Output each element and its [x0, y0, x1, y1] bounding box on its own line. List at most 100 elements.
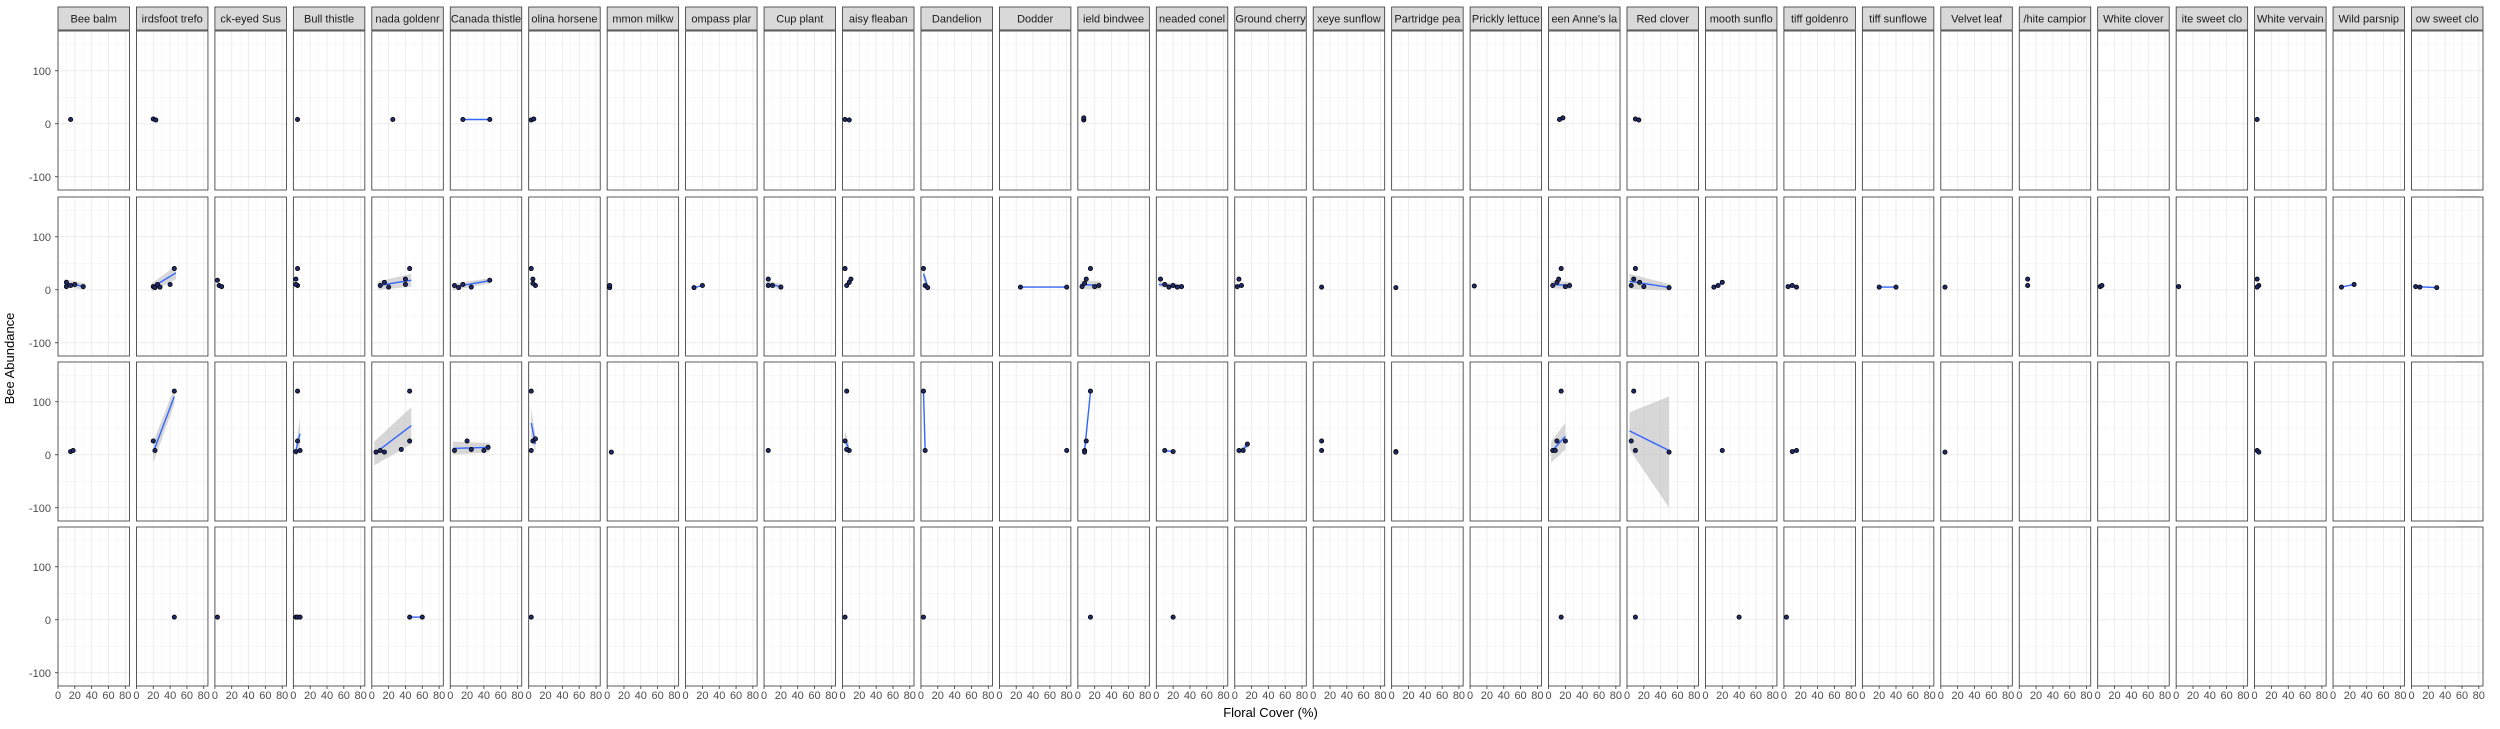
x-tick-label: 0 — [133, 690, 139, 702]
x-tick-label: 40 — [556, 690, 568, 702]
data-point — [925, 285, 931, 291]
data-point — [1783, 614, 1789, 620]
facet-panel — [1783, 361, 1856, 522]
panel-data — [1942, 284, 1948, 290]
x-tick-label: 60 — [1907, 690, 1919, 702]
panel-data — [528, 614, 534, 620]
data-point — [842, 117, 848, 123]
panel-background — [1234, 527, 1307, 686]
facet-panel — [1861, 526, 1935, 687]
data-point — [1082, 449, 1088, 455]
strip-background — [920, 6, 993, 31]
panel-border — [1548, 30, 1621, 191]
panel-border — [1077, 361, 1150, 522]
x-tick-label: 60 — [965, 690, 977, 702]
panel-background — [2176, 31, 2248, 190]
facet-panel — [449, 526, 523, 687]
data-point — [468, 446, 474, 452]
x-tick-label: 80 — [1924, 690, 1936, 702]
facet-panel — [1312, 361, 1386, 522]
panel-border — [1312, 526, 1386, 687]
data-point — [1087, 388, 1093, 394]
data-point — [765, 448, 771, 454]
y-axis-title: Bee Abundance — [2, 313, 17, 405]
facet-panel — [57, 361, 130, 522]
panel-border — [2097, 30, 2170, 191]
x-tick-label: 40 — [1184, 690, 1196, 702]
panel-border — [528, 361, 601, 522]
x-tick-label: 60 — [416, 690, 428, 702]
x-tick-label: 0 — [1232, 690, 1238, 702]
data-point — [214, 277, 220, 283]
x-tick-label: 0 — [604, 690, 610, 702]
x-tick-label: 20 — [1873, 690, 1885, 702]
panel-background — [2333, 527, 2405, 686]
x-tick-label: 80 — [2080, 690, 2092, 702]
data-point — [451, 448, 457, 454]
data-point — [842, 614, 848, 620]
panel-background — [58, 362, 130, 521]
data-point — [402, 281, 408, 287]
panel-data — [1628, 266, 1672, 291]
data-point — [607, 283, 613, 289]
data-point — [1641, 284, 1647, 290]
x-tick-label: 40 — [1811, 690, 1823, 702]
x-tick-label: 40 — [1890, 690, 1902, 702]
data-point — [63, 279, 69, 285]
panel-background — [450, 527, 522, 686]
column-strip: olina horsene — [528, 6, 601, 31]
data-point — [402, 276, 408, 282]
x-tick-label: 60 — [730, 690, 742, 702]
data-point — [481, 448, 487, 454]
data-point — [1238, 283, 1244, 289]
panel-border — [1940, 526, 2013, 687]
panel-data — [1876, 284, 1899, 290]
x-tick-label: 0 — [1624, 690, 1630, 702]
data-point — [2254, 117, 2260, 123]
panel-background — [214, 362, 287, 521]
x-tick-label: 0 — [2252, 690, 2258, 702]
x-tick-label: 60 — [2456, 690, 2468, 702]
x-tick-label: 80 — [1688, 690, 1700, 702]
data-point — [1628, 283, 1634, 289]
data-point — [1162, 281, 1168, 287]
panel-border — [1548, 361, 1621, 522]
facet-panel — [1861, 196, 1935, 357]
column-strip-label: White vervain — [2257, 14, 2324, 26]
facet-panel — [1861, 30, 1935, 191]
facet-panel — [371, 196, 444, 357]
data-point — [1789, 283, 1795, 289]
x-tick-label: 20 — [2030, 690, 2042, 702]
data-point — [460, 117, 466, 123]
x-tick-label: 20 — [1795, 690, 1807, 702]
x-tick-label: 60 — [1593, 690, 1605, 702]
panel-background — [1156, 31, 1228, 190]
panel-background — [2411, 31, 2483, 190]
panel-border — [1626, 361, 1699, 522]
panel-background — [371, 31, 444, 190]
panel-data — [1087, 614, 1093, 620]
data-point — [1082, 280, 1088, 286]
x-tick-label: 20 — [1559, 690, 1571, 702]
x-tick-label: 80 — [904, 690, 916, 702]
facet-panel — [1469, 526, 1542, 687]
panel-border — [1783, 526, 1856, 687]
panel-background — [1940, 362, 2013, 521]
panel-background — [2176, 527, 2248, 686]
panel-border — [2411, 361, 2484, 522]
data-point — [528, 448, 534, 454]
data-point — [1079, 284, 1085, 290]
x-tick-label: 80 — [982, 690, 994, 702]
data-point — [1719, 279, 1725, 285]
panel-border — [136, 361, 209, 522]
data-point — [373, 449, 379, 455]
panel-border — [2332, 30, 2405, 191]
x-tick-label: 60 — [573, 690, 585, 702]
data-point — [778, 284, 784, 290]
x-tick-label: 0 — [1467, 690, 1473, 702]
panel-border — [2175, 196, 2249, 357]
data-point — [1558, 614, 1564, 620]
x-tick-label: 20 — [1402, 690, 1414, 702]
panel-background — [1313, 31, 1385, 190]
strip-background — [214, 6, 287, 31]
